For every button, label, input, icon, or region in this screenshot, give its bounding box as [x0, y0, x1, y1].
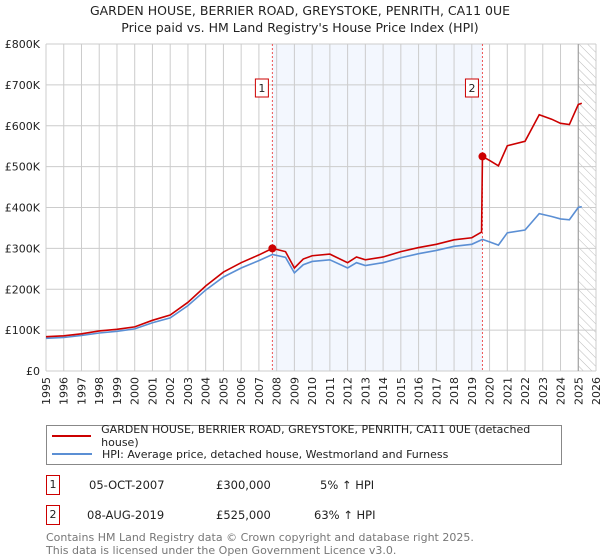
x-tick-label: 2015 — [395, 377, 408, 405]
y-tick-label: £0 — [26, 365, 40, 378]
y-tick-label: £600K — [5, 120, 41, 133]
y-tick-label: £700K — [5, 79, 41, 92]
x-tick-label: 2014 — [377, 377, 390, 405]
y-tick-label: £300K — [5, 242, 41, 255]
sale-row-1: 1 05-OCT-2007 £300,000 5% ↑ HPI — [46, 475, 446, 495]
x-tick-label: 2000 — [129, 377, 142, 405]
sale-point — [478, 152, 487, 161]
x-tick-label: 2007 — [253, 377, 266, 405]
sale-row-2: 2 08-AUG-2019 £525,000 63% ↑ HPI — [46, 505, 446, 525]
x-tick-label: 2010 — [306, 377, 319, 405]
x-tick-label: 2002 — [164, 377, 177, 405]
legend-label: HPI: Average price, detached house, West… — [102, 447, 449, 461]
legend-item-property: GARDEN HOUSE, BERRIER ROAD, GREYSTOKE, P… — [47, 423, 561, 449]
legend-swatch-red — [52, 435, 92, 437]
y-tick-label: £400K — [5, 202, 41, 215]
x-tick-label: 2017 — [430, 377, 443, 405]
footer-line-1: Contains HM Land Registry data © Crown c… — [46, 531, 474, 544]
legend: GARDEN HOUSE, BERRIER ROAD, GREYSTOKE, P… — [46, 423, 562, 465]
x-tick-label: 2016 — [413, 377, 426, 405]
x-tick-label: 2023 — [537, 377, 550, 405]
sale-label-box — [254, 78, 269, 98]
sale-date: 08-AUG-2019 — [87, 508, 165, 522]
sale-price: £525,000 — [216, 508, 271, 522]
x-tick-label: 1995 — [40, 377, 53, 405]
y-tick-label: £800K — [5, 38, 41, 51]
x-tick-label: 2024 — [555, 377, 568, 405]
x-tick-label: 2021 — [501, 377, 514, 405]
x-tick-label: 2018 — [448, 377, 461, 405]
footer-line-2: This data is licensed under the Open Gov… — [46, 544, 397, 557]
x-tick-label: 2001 — [146, 377, 159, 405]
series-line-hpi — [45, 205, 582, 340]
legend-item-hpi: HPI: Average price, detached house, West… — [47, 445, 448, 463]
y-tick-label: £100K — [5, 324, 41, 337]
x-tick-label: 2013 — [359, 377, 372, 405]
sale-hpi: 5% ↑ HPI — [320, 478, 375, 492]
y-tick-label: £500K — [5, 161, 41, 174]
x-tick-label: 2011 — [324, 377, 337, 405]
x-tick-label: 2005 — [217, 377, 230, 405]
x-tick-label: 2006 — [235, 377, 248, 405]
x-tick-label: 1996 — [58, 377, 71, 405]
sale-badge: 1 — [46, 475, 60, 495]
sale-point — [268, 244, 277, 253]
x-tick-label: 2008 — [271, 377, 284, 405]
chart-title: GARDEN HOUSE, BERRIER ROAD, GREYSTOKE, P… — [89, 3, 511, 18]
y-tick-label: £200K — [5, 283, 41, 296]
x-tick-label: 1997 — [75, 377, 88, 405]
x-tick-label: 2004 — [200, 377, 213, 405]
legend-label: GARDEN HOUSE, BERRIER ROAD, GREYSTOKE, P… — [101, 423, 531, 449]
x-tick-label: 2025 — [572, 377, 585, 405]
legend-swatch-blue — [52, 453, 92, 455]
sale-date: 05-OCT-2007 — [89, 478, 165, 492]
chart-svg: 1995 1996 1997 1998 1999 2000 2001 2002 2003 2004… — [5, 38, 600, 405]
x-tick-label: 1999 — [111, 377, 124, 405]
sale-label: 1 — [258, 82, 265, 95]
sale-label-box — [464, 78, 479, 98]
x-tick-label: 2009 — [288, 377, 301, 405]
x-tick-label: 1998 — [93, 377, 106, 405]
x-tick-label: 2020 — [484, 377, 497, 405]
sale-label: 2 — [468, 82, 475, 95]
x-tick-label: 2022 — [519, 377, 532, 405]
x-tick-label: 2012 — [342, 377, 355, 405]
sale-badge: 2 — [46, 505, 60, 525]
x-tick-label: 2003 — [182, 377, 195, 405]
sale-hpi: 63% ↑ HPI — [314, 508, 376, 522]
chart-subtitle: Price paid vs. HM Land Registry's House … — [121, 20, 479, 35]
series-line-property — [45, 102, 583, 338]
x-tick-label: 2019 — [466, 377, 479, 405]
sale-price: £300,000 — [216, 478, 271, 492]
x-tick-label: 2026 — [590, 377, 600, 405]
